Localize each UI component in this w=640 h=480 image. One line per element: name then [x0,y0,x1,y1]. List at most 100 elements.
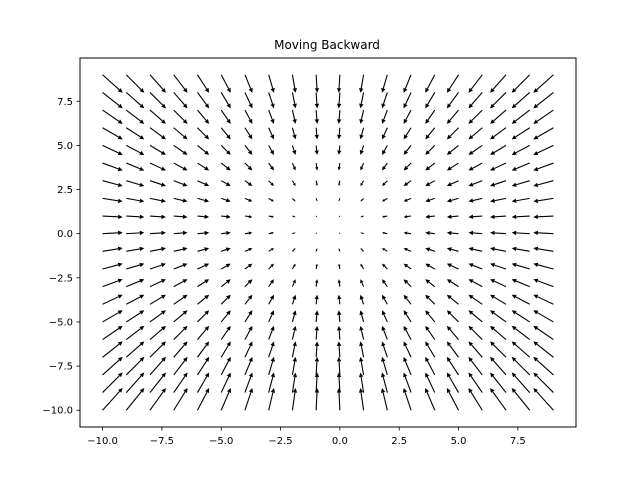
vector-arrow [173,197,188,203]
vector-arrow [173,372,188,393]
arrow-head [381,118,386,124]
arrow-shaft [384,197,388,201]
arrow-head [382,279,387,284]
arrow-shaft [102,359,120,376]
arrow-shaft [361,215,364,218]
arrow-shaft [515,280,530,288]
arrow-shaft [338,215,341,217]
vector-arrow [490,372,507,393]
vector-arrow [291,74,297,93]
arrow-shaft [360,392,365,411]
arrow-head [533,387,538,393]
arrow-head [336,356,342,362]
arrow-shaft [537,215,554,218]
arrow-head [161,387,166,393]
arrow-shaft [197,328,207,340]
arrow-shaft [125,127,141,138]
arrow-shaft [384,265,388,270]
arrow-shaft [514,92,531,106]
arrow-shaft [470,360,483,376]
vector-arrow [425,341,436,358]
vector-arrow [149,92,166,109]
arrow-head [425,230,430,236]
arrow-head [382,263,386,268]
arrow-head [314,372,320,378]
vector-arrow [173,230,188,236]
arrow-shaft [405,92,412,105]
arrow-shaft [450,180,459,185]
vector-arrow [173,109,188,124]
vector-arrow [220,341,231,358]
vector-arrow [292,248,296,252]
arrow-layer [102,74,554,411]
arrow-shaft [315,249,318,252]
arrow-shaft [315,110,318,120]
arrow-head [359,134,364,140]
arrow-head [337,294,342,300]
arrow-head [182,214,188,219]
arrow-shaft [384,215,388,218]
arrow-head [269,165,274,171]
arrow-head [160,310,166,315]
arrow-head [270,387,276,393]
vector-arrow [490,263,507,270]
arrow-shaft [338,282,341,287]
vector-arrow [468,162,483,171]
arrow-shaft [126,197,140,202]
arrow-head [425,181,431,187]
arrow-head [382,182,386,187]
vector-arrow [446,341,459,358]
vector-arrow [425,325,436,340]
arrow-head [425,150,430,155]
vector-arrow [268,109,275,124]
arrow-shaft [173,264,184,270]
arrow-head [117,310,123,315]
vector-arrow [149,356,166,376]
arrow-shaft [516,248,530,252]
vector-arrow [403,294,412,305]
arrow-head [490,325,495,331]
arrow-shaft [405,345,412,358]
vector-arrow [220,310,231,323]
vector-arrow [468,214,483,219]
arrow-head [468,387,473,393]
arrow-head [533,198,539,204]
arrow-head [358,372,364,378]
arrow-head [425,325,430,331]
vector-arrow [403,74,412,93]
arrow-shaft [244,249,250,252]
arrow-head [511,135,517,140]
arrow-head [511,278,517,283]
arrow-shaft [405,297,412,305]
arrow-head [204,150,210,155]
arrow-shaft [494,180,507,186]
vector-arrow [314,372,320,393]
arrow-head [425,198,431,203]
vector-arrow [173,127,188,140]
arrow-head [139,372,145,378]
arrow-head [314,103,320,109]
arrow-head [226,118,231,124]
arrow-head [425,134,430,140]
arrow-head [468,214,474,219]
arrow-shaft [149,162,163,170]
arrow-head [381,325,386,331]
vector-arrow [446,310,459,323]
arrow-shaft [383,282,388,287]
arrow-shaft [220,376,230,393]
vector-arrow [268,310,275,323]
x-tick-label: 7.5 [510,436,526,447]
vector-arrow [359,356,365,376]
arrow-shaft [173,197,184,202]
vector-arrow [533,310,554,323]
arrow-head [183,387,188,393]
arrow-shaft [361,197,364,201]
vector-arrow [268,372,275,393]
vector-arrow [336,356,342,375]
arrow-shaft [383,109,388,120]
arrow-shaft [291,180,295,184]
arrow-shaft [291,145,295,151]
arrow-shaft [244,215,250,218]
arrow-head [270,198,274,202]
arrow-head [403,134,408,140]
